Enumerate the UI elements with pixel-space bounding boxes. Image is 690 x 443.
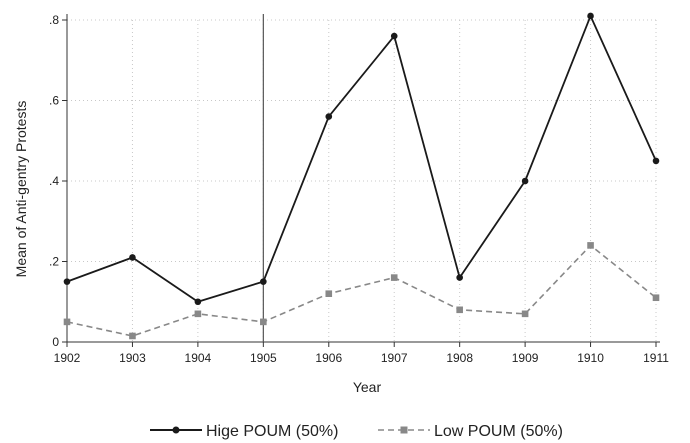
legend-label-high-poum: Hige POUM (50%) [206, 423, 338, 440]
x-tick-label: 1903 [119, 351, 146, 365]
x-tick-label: 1907 [381, 351, 408, 365]
data-point-high-poum [390, 32, 398, 40]
data-point-low-poum [587, 242, 594, 249]
x-tick-label: 1906 [315, 351, 342, 365]
data-point-high-poum [129, 254, 136, 261]
x-tick-label: 1905 [250, 351, 277, 365]
y-axis-title: Mean of Anti-gentry Protests [13, 101, 29, 278]
x-tick-label: 1904 [185, 351, 212, 365]
data-point-high-poum [456, 274, 463, 281]
data-point-high-poum [587, 12, 594, 20]
data-point-low-poum [194, 310, 202, 318]
data-point-high-poum [260, 278, 267, 285]
data-point-high-poum [194, 298, 202, 306]
data-point-low-poum [325, 290, 333, 297]
data-point-high-poum [521, 177, 529, 185]
x-tick-label: 1910 [577, 351, 604, 365]
data-point-low-poum [63, 318, 71, 326]
axes: 0 .2 .4 .6 .8 1902 1903 1904 1905 1906 1907 1908 190… [49, 13, 669, 365]
series-line-low-poum [66, 244, 657, 337]
series-high-poum [63, 12, 660, 306]
data-point-high-poum [63, 278, 71, 285]
legend: Hige POUM (50%) Low POUM (50%) [150, 423, 563, 440]
data-point-low-poum [521, 310, 529, 318]
data-point-low-poum [456, 306, 463, 314]
y-tick-label: 0 [52, 335, 59, 349]
legend-marker-low-poum [400, 426, 408, 434]
data-point-high-poum [325, 113, 333, 120]
data-point-low-poum [129, 332, 136, 340]
series-low-poum [63, 242, 660, 340]
legend-marker-high-poum [172, 426, 180, 434]
x-tick-label: 1908 [446, 351, 473, 365]
legend-item-low-poum: Low POUM (50%) [378, 423, 563, 440]
x-tick-label: 1902 [54, 351, 81, 365]
data-point-low-poum [390, 274, 398, 281]
data-point-high-poum [652, 157, 660, 165]
series-line-high-poum [66, 15, 657, 303]
y-tick-label: .8 [49, 13, 59, 27]
series-layer [63, 12, 660, 340]
x-tick-label: 1911 [643, 351, 669, 365]
x-axis-title: Year [353, 379, 382, 395]
y-tick-label: .2 [49, 255, 59, 269]
data-point-low-poum [260, 318, 267, 326]
y-tick-label: .6 [49, 94, 59, 108]
legend-item-high-poum: Hige POUM (50%) [150, 423, 338, 440]
data-point-low-poum [652, 294, 660, 302]
legend-label-low-poum: Low POUM (50%) [434, 423, 563, 440]
x-tick-label: 1909 [512, 351, 539, 365]
y-tick-label: .4 [49, 174, 59, 188]
